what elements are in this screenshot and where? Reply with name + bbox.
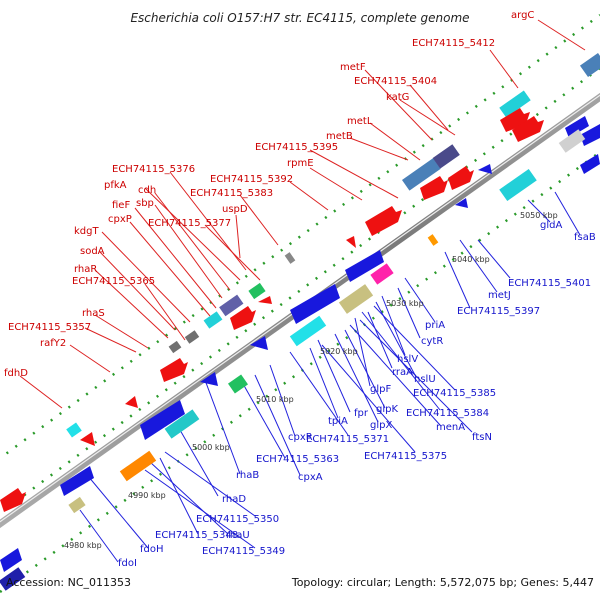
gene-label: metF bbox=[340, 62, 366, 73]
bottom-leader-lines bbox=[79, 191, 581, 563]
gene-label: sbp bbox=[136, 198, 154, 209]
gene-label: ECH74115_5385 bbox=[413, 388, 496, 399]
gene-label: rhaR bbox=[74, 264, 97, 275]
gene-label: cpxA bbox=[298, 472, 323, 483]
gene-label: ECH74115_5392 bbox=[210, 174, 293, 185]
top-gene-labels: argC ECH74115_5412 metF ECH74115_5404 ka… bbox=[4, 10, 534, 379]
gene-label: cpxR bbox=[288, 432, 313, 443]
gene-label: fdhD bbox=[4, 368, 28, 379]
gene-label: kdgT bbox=[74, 226, 99, 237]
gene-label: rhaD bbox=[222, 494, 246, 505]
gene-label: pfkA bbox=[104, 180, 127, 191]
gene-label: ECH74115_5365 bbox=[72, 276, 155, 287]
gene-label: ECH74115_5348 bbox=[155, 530, 238, 541]
gene-label: gldA bbox=[540, 220, 562, 231]
gene-label: ftsN bbox=[472, 432, 492, 443]
tick-label: 4980 kbp bbox=[64, 541, 102, 550]
gene-label: ECH74115_5412 bbox=[412, 38, 495, 49]
gene-label: glpK bbox=[376, 404, 398, 415]
map-title: Escherichia coli O157:H7 str. EC4115, co… bbox=[130, 11, 469, 25]
gene-label: sodA bbox=[80, 246, 105, 257]
gene-label: ECH74115_5397 bbox=[457, 306, 540, 317]
gene-label: rafY2 bbox=[40, 338, 66, 349]
gene-label: cdh bbox=[138, 185, 156, 196]
tick-label: 5000 kbp bbox=[192, 443, 230, 452]
gene-label: cytR bbox=[421, 336, 443, 347]
gene-label: metJ bbox=[488, 290, 511, 301]
gene-label: ECH74115_5363 bbox=[256, 454, 339, 465]
top-strand-genes bbox=[0, 108, 544, 512]
gene-label: rhaB bbox=[236, 470, 259, 481]
bottom-gene-labels: fsaB gldA ECH74115_5401 metJ ECH74115_53… bbox=[118, 220, 596, 569]
gene-label: rhaU bbox=[226, 530, 250, 541]
gene-label: ECH74115_5349 bbox=[202, 546, 285, 557]
gene-label: ECH74115_5376 bbox=[112, 164, 195, 175]
gene-label: fsaB bbox=[574, 232, 596, 243]
gene-label: fdoH bbox=[140, 544, 164, 555]
gene-label: uspD bbox=[222, 204, 248, 215]
gene-label: ECH74115_5371 bbox=[306, 434, 389, 445]
tick-label: 5020 kbp bbox=[320, 347, 358, 356]
gene-label: metL bbox=[347, 116, 373, 127]
gene-label: ECH74115_5375 bbox=[364, 451, 447, 462]
accession-text: Accession: NC_011353 bbox=[6, 576, 131, 589]
gene-label: rhaS bbox=[82, 308, 105, 319]
gene-label: ECH74115_5383 bbox=[190, 188, 273, 199]
gene-label: ECH74115_5377 bbox=[148, 218, 231, 229]
gene-label: hslV bbox=[397, 354, 418, 365]
gene-label: rpmE bbox=[287, 158, 314, 169]
gene-label: ECH74115_5401 bbox=[508, 278, 591, 289]
gene-label: katG bbox=[386, 92, 409, 103]
topology-text: Topology: circular; Length: 5,572,075 bp… bbox=[291, 576, 594, 589]
tick-label: 5010 kbp bbox=[256, 395, 294, 404]
bottom-feature-boxes bbox=[0, 129, 586, 591]
gene-label: ECH74115_5395 bbox=[255, 142, 338, 153]
outer-top-track bbox=[0, 13, 600, 460]
tick-label: 4990 kbp bbox=[128, 491, 166, 500]
gene-label: ECH74115_5357 bbox=[8, 322, 91, 333]
inner-top-track bbox=[0, 66, 600, 515]
gene-label: hslU bbox=[414, 374, 436, 385]
gene-label: tpiA bbox=[328, 416, 348, 427]
bottom-strand-genes bbox=[0, 116, 600, 572]
gene-label: rraA bbox=[392, 367, 413, 378]
gene-label: argC bbox=[511, 10, 534, 21]
gene-label: fpr bbox=[354, 408, 369, 419]
gene-label: cpxP bbox=[108, 214, 132, 225]
gene-label: metB bbox=[326, 131, 353, 142]
inner-bottom-track bbox=[0, 150, 600, 594]
gene-label: menA bbox=[436, 422, 465, 433]
tick-label: 5030 kbp bbox=[386, 299, 424, 308]
gene-label: priA bbox=[425, 320, 445, 331]
tick-labels: 4980 kbp 4990 kbp 5000 kbp 5010 kbp 5020… bbox=[64, 211, 558, 550]
gene-label: glpX bbox=[370, 420, 392, 431]
tick-label: 5040 kbp bbox=[452, 255, 490, 264]
gene-label: ECH74115_5350 bbox=[196, 514, 279, 525]
top-leader-lines bbox=[19, 19, 586, 409]
gene-label: ECH74115_5404 bbox=[354, 76, 437, 87]
gene-label: fieF bbox=[112, 200, 130, 211]
gene-label: fdoI bbox=[118, 558, 137, 569]
tick-label: 5050 kbp bbox=[520, 211, 558, 220]
gene-label: ECH74115_5384 bbox=[406, 408, 489, 419]
gene-label: glpF bbox=[370, 384, 391, 395]
top-feature-boxes bbox=[66, 52, 600, 438]
